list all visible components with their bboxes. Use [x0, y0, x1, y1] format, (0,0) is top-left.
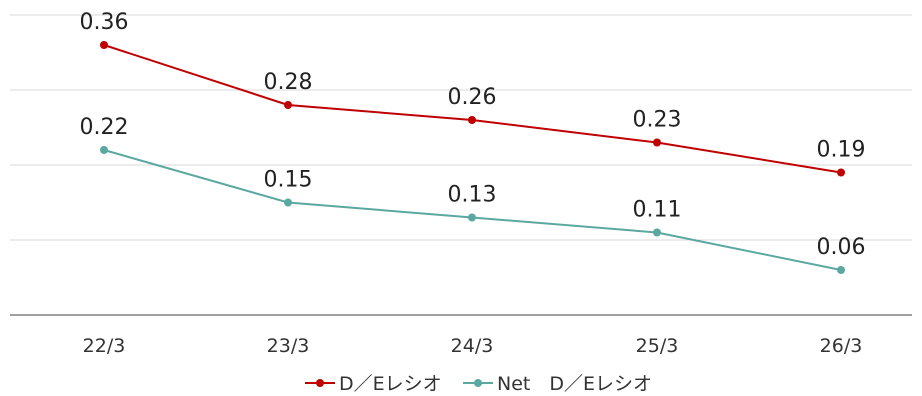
data-point	[468, 116, 476, 124]
series-layer: 0.36 0.28 0.26 0.23 0.19 0.22 0.15 0.13 0.11 0.06	[80, 10, 866, 274]
data-point	[653, 228, 661, 237]
x-tick-label: 25/3	[636, 335, 679, 357]
data-point	[284, 101, 292, 109]
legend-marker-icon	[474, 379, 482, 387]
data-label: 0.36	[80, 10, 129, 35]
gridlines	[10, 14, 912, 241]
x-tick-label: 24/3	[451, 335, 494, 357]
x-tick-labels: 22/3 23/3 24/3 25/3 26/3	[83, 335, 863, 357]
data-point	[100, 41, 108, 49]
x-tick-label: 26/3	[820, 335, 863, 357]
legend-item: D／Eレシオ	[305, 373, 442, 395]
data-label: 0.26	[448, 85, 497, 110]
data-label: 0.22	[80, 115, 129, 140]
data-label: 0.11	[633, 198, 682, 223]
data-label: 0.28	[264, 70, 313, 95]
series-2: 0.22 0.15 0.13 0.11 0.06	[80, 115, 866, 274]
data-label: 0.13	[448, 183, 497, 208]
legend: D／Eレシオ Net D／Eレシオ	[305, 373, 652, 395]
x-tick-label: 22/3	[83, 335, 126, 357]
data-point	[100, 146, 108, 154]
legend-item: Net D／Eレシオ	[463, 373, 652, 395]
x-tick-label: 23/3	[267, 335, 310, 357]
legend-label: Net D／Eレシオ	[497, 373, 652, 395]
data-point	[468, 213, 476, 222]
data-point	[837, 168, 845, 177]
legend-marker-icon	[316, 379, 324, 387]
data-label: 0.06	[817, 235, 866, 260]
series-line	[103, 149, 842, 271]
data-label: 0.15	[264, 168, 313, 193]
series-1: 0.36 0.28 0.26 0.23 0.19	[80, 10, 866, 177]
data-point	[284, 198, 292, 207]
data-point	[837, 266, 845, 274]
legend-label: D／Eレシオ	[339, 373, 442, 395]
data-label: 0.23	[633, 108, 682, 133]
data-label: 0.19	[817, 138, 866, 163]
data-point	[653, 138, 661, 147]
